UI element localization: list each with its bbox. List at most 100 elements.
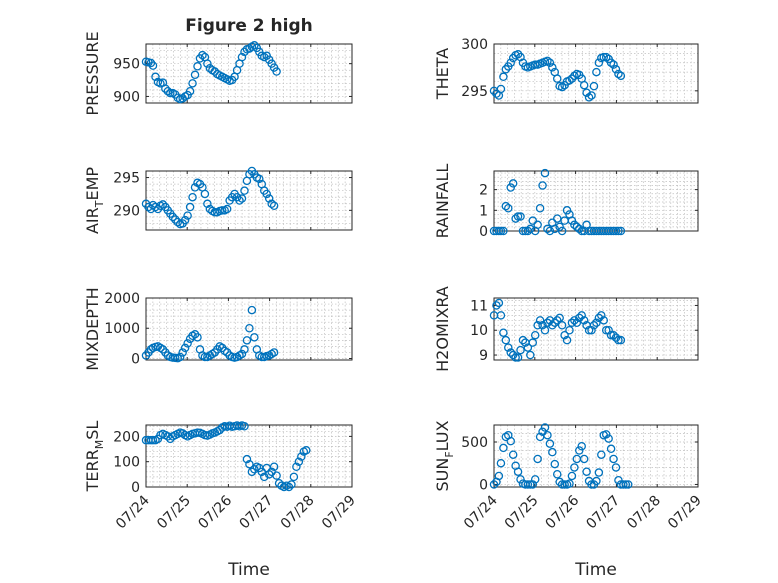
data-point: [171, 215, 180, 224]
data-point: [492, 89, 501, 98]
data-point: [516, 345, 525, 355]
data-point: [570, 71, 579, 81]
data-point: [575, 446, 584, 455]
y-tick-label: 1000: [104, 321, 140, 337]
data-point: [572, 222, 582, 232]
data-point: [508, 350, 518, 360]
data-point: [506, 348, 515, 357]
y-axis-label: PRESSURE: [83, 31, 102, 115]
data-point: [161, 84, 170, 93]
data-point: [183, 211, 192, 220]
data-point: [575, 313, 584, 323]
data-point: [614, 226, 623, 236]
data-point: [611, 65, 621, 74]
data-point: [494, 471, 504, 481]
y-axis-label-rest: SL: [83, 421, 102, 440]
data-point: [237, 349, 247, 359]
data-point: [178, 348, 187, 357]
data-point: [166, 88, 175, 98]
data-point: [250, 41, 259, 50]
data-point: [175, 352, 185, 362]
data-point: [292, 462, 301, 472]
data-point: [506, 58, 515, 67]
data-point: [168, 212, 178, 222]
data-point: [611, 463, 621, 472]
data-point: [245, 323, 254, 333]
data-point: [237, 194, 247, 203]
data-point: [567, 471, 577, 481]
y-tick-label: 295: [461, 84, 488, 100]
data-point: [180, 215, 190, 225]
y-axis-label-rest: EMP: [83, 167, 102, 201]
data-point: [185, 202, 195, 212]
data-point: [587, 325, 596, 335]
data-point: [518, 335, 528, 345]
data-point: [594, 468, 604, 477]
data-point: [589, 81, 599, 91]
data-point: [614, 475, 623, 485]
data-point: [616, 335, 626, 345]
data-point: [530, 475, 540, 484]
data-point: [572, 318, 582, 328]
data-point: [526, 350, 535, 360]
data-point: [616, 71, 626, 81]
y-axis-label-rest: LUX: [433, 420, 452, 451]
data-point: [567, 318, 577, 328]
data-point: [235, 196, 244, 205]
data-point: [552, 214, 562, 223]
data-point: [247, 305, 257, 315]
data-point: [269, 462, 279, 472]
data-point: [151, 72, 160, 82]
subplot-1: 900 950 Figure 2 high PRESSURE: [83, 16, 353, 116]
y-tick-label: 900: [113, 89, 140, 105]
data-point: [180, 343, 190, 353]
x-axis-label: Time: [574, 560, 617, 580]
data-point: [609, 454, 618, 464]
data-point: [562, 206, 572, 215]
data-point: [504, 203, 513, 213]
data-point: [496, 311, 506, 320]
data-point: [614, 335, 623, 345]
data-point: [173, 217, 182, 227]
y-axis-label-sub: T: [93, 200, 106, 208]
data-point: [294, 457, 304, 466]
y-tick-label: 2: [479, 183, 488, 199]
data-point: [567, 216, 577, 225]
data-point: [543, 430, 552, 440]
y-tick-label: 10: [470, 323, 488, 339]
y-axis-label: MIXDEPTH: [83, 287, 102, 370]
data-point: [545, 58, 555, 67]
data-point: [538, 321, 547, 330]
data-point: [496, 458, 506, 468]
axes-box: [493, 170, 699, 232]
subplot-6: 9 10 11 H2OMIXRA: [433, 286, 699, 372]
data-point: [562, 335, 572, 345]
y-tick-label: 11: [470, 298, 488, 314]
data-point: [148, 435, 158, 445]
x-tick-label: 07/29: [319, 493, 359, 533]
data-point: [560, 480, 569, 489]
data-point: [548, 447, 557, 457]
data-point: [533, 454, 542, 464]
data-point: [623, 480, 633, 489]
data-point: [504, 343, 513, 352]
x-tick-label: 07/24: [113, 492, 153, 532]
data-point: [188, 192, 197, 202]
data-point: [237, 52, 247, 62]
data-point: [575, 224, 584, 234]
data-point: [250, 333, 259, 342]
y-tick-label: 500: [461, 435, 488, 451]
y-axis-label-main: SUN: [433, 458, 452, 492]
data-point: [545, 439, 555, 448]
data-point: [555, 313, 564, 323]
data-point: [287, 480, 296, 489]
data-point: [597, 450, 606, 459]
data-point: [599, 52, 609, 62]
data-point: [528, 338, 538, 347]
data-point: [538, 181, 547, 190]
data-point: [297, 452, 306, 461]
data-point: [552, 470, 562, 479]
data-point: [540, 325, 550, 335]
y-axis-label: AIRTEMP: [83, 167, 106, 234]
data-point: [599, 316, 609, 325]
